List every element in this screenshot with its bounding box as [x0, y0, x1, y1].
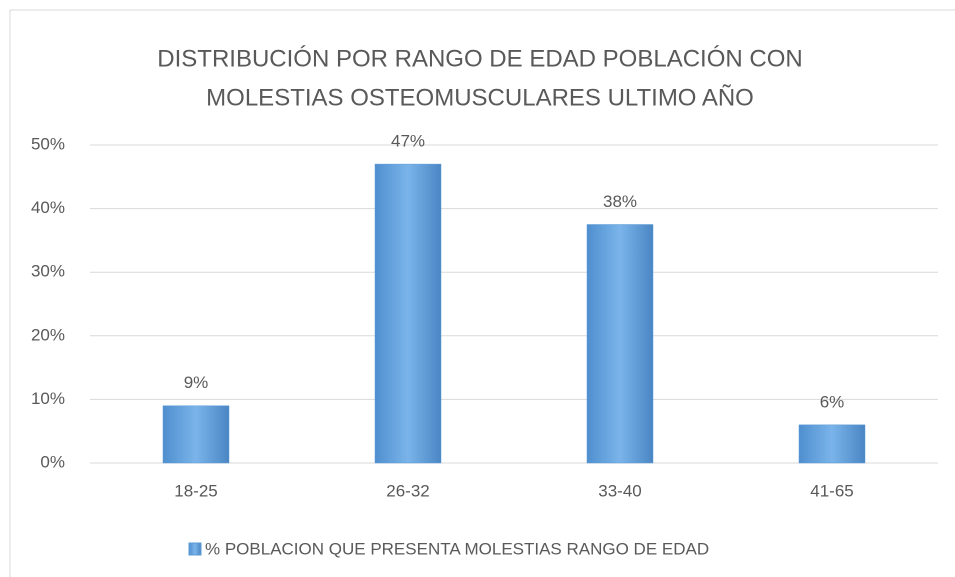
legend-swatch — [188, 542, 202, 556]
x-tick-label: 26-32 — [386, 481, 429, 500]
y-tick-label: 50% — [31, 134, 65, 153]
chart-title: DISTRIBUCIÓN POR RANGO DE EDAD POBLACIÓN… — [157, 45, 802, 72]
data-label: 9% — [184, 373, 209, 392]
bar — [374, 163, 442, 464]
chart-title: MOLESTIAS OSTEOMUSCULARES ULTIMO AÑO — [206, 84, 754, 111]
y-tick-label: 0% — [40, 452, 65, 471]
bar — [586, 224, 654, 464]
y-tick-label: 10% — [31, 389, 65, 408]
data-label: 38% — [603, 192, 637, 211]
legend-label: % POBLACION QUE PRESENTA MOLESTIAS RANGO… — [205, 539, 709, 558]
data-label: 47% — [391, 132, 425, 151]
bar — [798, 424, 866, 464]
y-tick-label: 40% — [31, 198, 65, 217]
x-tick-label: 18-25 — [174, 481, 217, 500]
bar — [162, 405, 230, 464]
y-tick-label: 30% — [31, 262, 65, 281]
x-tick-label: 41-65 — [810, 481, 853, 500]
y-tick-label: 20% — [31, 325, 65, 344]
x-tick-label: 33-40 — [598, 481, 641, 500]
data-label: 6% — [820, 392, 845, 411]
